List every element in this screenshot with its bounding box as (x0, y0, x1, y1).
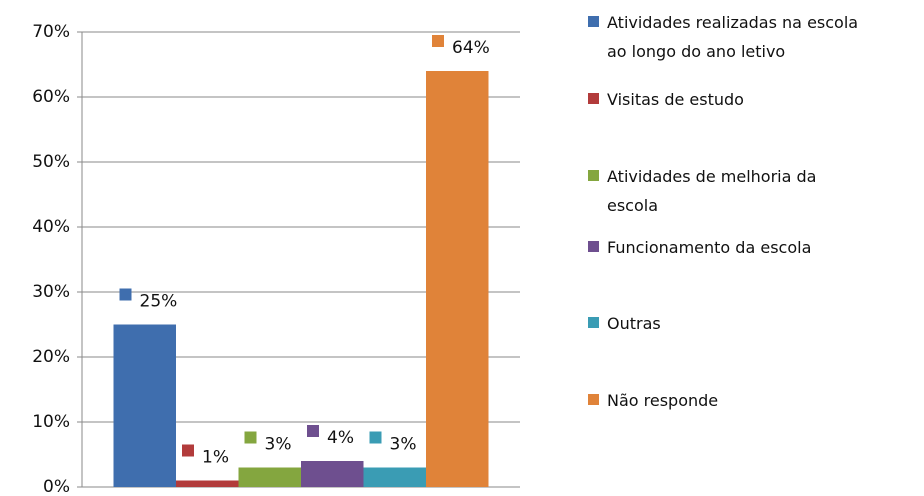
legend-key (588, 241, 599, 252)
y-tick-label: 50% (32, 152, 70, 172)
data-label-key (432, 35, 444, 47)
legend-label: Visitas de estudo (607, 90, 744, 109)
bar (238, 467, 301, 487)
legend-item: Não responde (588, 386, 718, 415)
data-label-key (369, 431, 382, 444)
legend-key (588, 93, 599, 104)
bar (176, 480, 239, 487)
data-label-key (307, 425, 319, 437)
y-tick-label: 30% (32, 282, 70, 302)
legend-key (588, 16, 599, 27)
data-label: 1% (202, 448, 229, 468)
y-tick-label: 40% (32, 217, 70, 237)
y-tick-label: 10% (32, 412, 70, 432)
bar (301, 461, 364, 487)
legend-key (588, 317, 599, 328)
data-label-key (244, 431, 257, 444)
data-label: 3% (265, 435, 292, 455)
legend-label: Não responde (607, 391, 719, 410)
legend-label: Atividades de melhoria da escola (607, 167, 817, 215)
y-tick-label: 0% (43, 477, 70, 496)
legend-key (588, 170, 599, 181)
y-tick-label: 70% (32, 22, 70, 42)
legend-label: Funcionamento da escola (607, 238, 812, 257)
y-tick-label: 20% (32, 347, 70, 367)
data-label-key (182, 444, 194, 457)
data-label: 25% (140, 292, 178, 312)
bar (363, 467, 426, 487)
legend-item: Visitas de estudo (588, 85, 744, 114)
bar (426, 71, 489, 487)
legend-key (588, 394, 599, 405)
y-tick-label: 60% (32, 87, 70, 107)
data-label: 3% (390, 435, 417, 455)
data-label-key (119, 288, 132, 301)
data-label: 4% (327, 428, 354, 448)
legend-item: Funcionamento da escola (588, 233, 811, 262)
legend-item: Outras (588, 309, 661, 338)
data-label: 64% (452, 38, 490, 58)
bar (113, 324, 176, 487)
legend-item: Atividades realizadas na escola ao longo… (588, 8, 858, 66)
legend-item: Atividades de melhoria da escola (588, 162, 816, 220)
legend-label: Atividades realizadas na escola ao longo… (607, 13, 859, 61)
legend-label: Outras (607, 314, 661, 333)
